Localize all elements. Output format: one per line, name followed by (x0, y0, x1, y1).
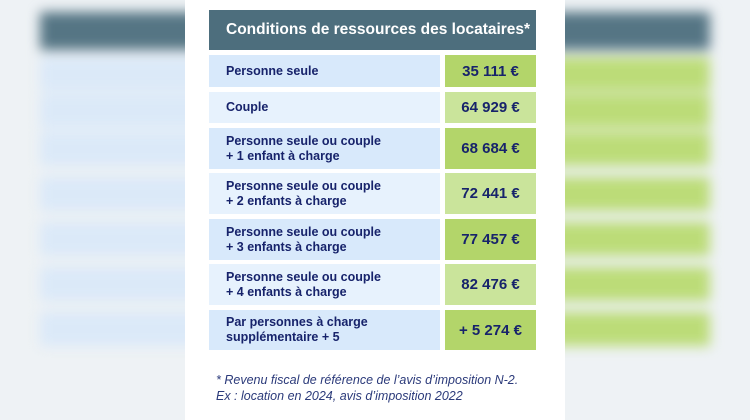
table-row: Personne seule ou couple + 3 enfants à ch… (209, 219, 536, 260)
row-label: Par personnes à charge supplémentaire + 5 (209, 310, 440, 350)
row-value: 35 111 € (445, 55, 536, 87)
row-label: Personne seule ou couple + 4 enfants à ch… (209, 264, 440, 305)
table-title: Conditions de ressources des locataires* (209, 10, 536, 50)
row-value: 82 476 € (445, 264, 536, 305)
row-value: 72 441 € (445, 173, 536, 214)
row-value: 77 457 € (445, 219, 536, 260)
table-row: Personne seule 35 111 € (209, 55, 536, 87)
income-conditions-panel: Conditions de ressources des locataires*… (185, 0, 565, 420)
table-row: Personne seule ou couple + 1 enfant à cha… (209, 128, 536, 169)
footnote-line: Ex : location en 2024, avis d’imposition… (216, 389, 463, 403)
table-row: Couple 64 929 € (209, 92, 536, 123)
table-row: Par personnes à charge supplémentaire + 5… (209, 310, 536, 350)
row-label: Personne seule ou couple + 3 enfants à ch… (209, 219, 440, 260)
footnote-line: * Revenu fiscal de référence de l’avis d… (216, 373, 519, 387)
table-row: Personne seule ou couple + 2 enfants à ch… (209, 173, 536, 214)
row-label: Personne seule ou couple + 2 enfants à ch… (209, 173, 440, 214)
row-value: 64 929 € (445, 92, 536, 123)
table-row: Personne seule ou couple + 4 enfants à ch… (209, 264, 536, 305)
row-label: Personne seule ou couple + 1 enfant à cha… (209, 128, 440, 169)
footnote: * Revenu fiscal de référence de l’avis d… (216, 372, 518, 404)
row-label: Personne seule (209, 55, 440, 87)
row-value: 68 684 € (445, 128, 536, 169)
row-label: Couple (209, 92, 440, 123)
row-value: + 5 274 € (445, 310, 536, 350)
